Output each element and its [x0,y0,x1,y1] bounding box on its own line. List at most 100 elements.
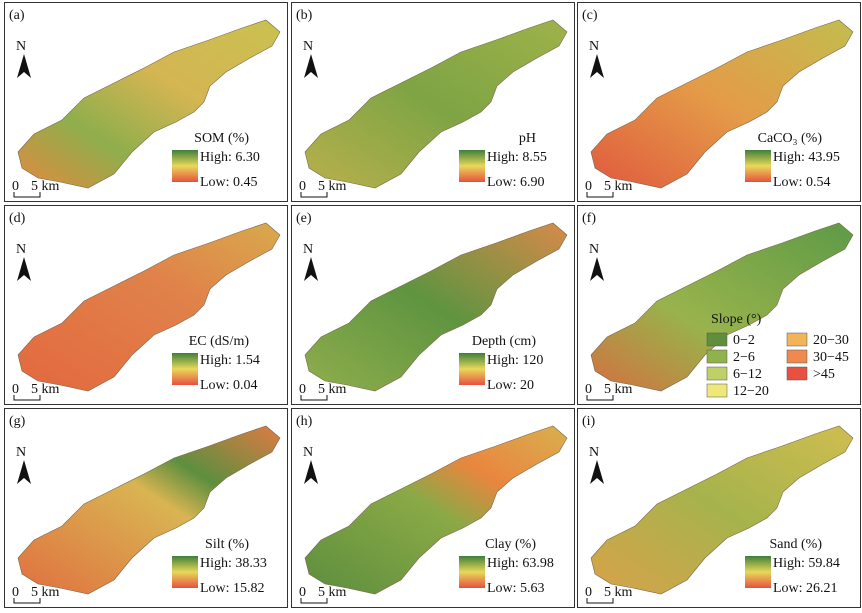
scale-bar [13,395,41,401]
scale-zero: 0 [299,585,306,600]
scale-km: 5 km [31,382,60,397]
panel-label: (e) [296,211,312,226]
study-area [17,19,281,189]
legend-swatch [706,366,728,381]
legend-class: 6−12 [733,367,762,382]
scale-bar [300,192,328,198]
legend-low: Low: 0.45 [200,175,258,190]
legend-class: >45 [813,367,835,382]
legend-title: CaCO₃ (%) [758,131,823,146]
study-area [304,19,568,189]
map-panel: (e) N 0 5 km Depth (cm) High: 120 Low: 20 [291,205,575,405]
panel-label: (c) [582,8,598,23]
north-arrow [304,54,318,78]
scale-zero: 0 [12,585,19,600]
legend-title: Sand (%) [770,537,823,552]
scale-zero: 0 [585,585,592,600]
legend-ramp [459,150,485,182]
legend-high: High: 6.30 [200,150,260,165]
legend-ramp [459,353,485,385]
panel-label: (d) [9,211,26,226]
north-label: N [303,242,313,257]
panel-label: (h) [296,414,313,429]
panel-label: (i) [582,414,596,429]
north-arrow [590,460,604,484]
scale-km: 5 km [318,585,347,600]
north-label: N [589,445,599,460]
north-arrow [17,460,31,484]
north-arrow [590,257,604,281]
study-area [17,222,281,392]
legend-low: Low: 0.04 [200,378,258,393]
legend-low: Low: 6.90 [487,175,545,190]
legend-swatch [706,332,728,347]
legend-title: Clay (%) [485,537,536,552]
north-arrow [304,257,318,281]
north-label: N [303,39,313,54]
panel-label: (g) [9,414,26,429]
north-label: N [16,242,26,257]
legend-high: High: 120 [487,353,543,368]
legend-low: Low: 5.63 [487,581,545,596]
legend-high: High: 59.84 [773,556,840,571]
scale-zero: 0 [299,382,306,397]
scale-bar [586,395,614,401]
legend-ramp [745,556,771,588]
legend-class: 12−20 [733,384,769,399]
legend-high: High: 38.33 [200,556,267,571]
legend-ramp [459,556,485,588]
legend-low: Low: 26.21 [773,581,838,596]
map-panel: (f) N 0 5 km Slope (°) 0−2 2−6 6−12 12−20 20−30 30… [577,205,861,405]
north-arrow [304,460,318,484]
map-panel: (g) N 0 5 km Silt (%) High: 38.33 Low: 15.82 [4,408,288,608]
legend-high: High: 8.55 [487,150,547,165]
map-panel: (a) N 0 5 km SOM (%) High: 6.30 Low: 0.45 [4,2,288,202]
north-label: N [303,445,313,460]
scale-zero: 0 [585,179,592,194]
scale-km: 5 km [31,585,60,600]
scale-zero: 0 [299,179,306,194]
legend-swatch [786,349,808,364]
legend-title: EC (dS/m) [189,334,250,349]
legend-swatch [706,349,728,364]
study-area [590,425,854,595]
panel-label: (b) [296,8,313,23]
legend-class: 0−2 [733,333,755,348]
legend-title: SOM (%) [194,131,249,146]
map-panel: (b) N 0 5 km pH High: 8.55 Low: 6.90 [291,2,575,202]
legend-high: High: 1.54 [200,353,260,368]
panel-label: (f) [582,211,596,226]
map-panel: (c) N 0 5 km CaCO₃ (%) High: 43.95 Low: 0.54 [577,2,861,202]
scale-km: 5 km [318,382,347,397]
legend-swatch [786,332,808,347]
legend-class: 2−6 [733,350,755,365]
map-panel: (i) N 0 5 km Sand (%) High: 59.84 Low: 26.21 [577,408,861,608]
scale-bar [586,192,614,198]
scale-km: 5 km [31,179,60,194]
north-label: N [16,445,26,460]
legend-ramp [172,556,198,588]
scale-bar [586,598,614,604]
legend-title: Depth (cm) [472,334,536,349]
study-area [17,425,281,595]
legend-title: Silt (%) [205,537,249,552]
panel-label: (a) [9,8,25,23]
legend-title: pH [519,131,536,146]
legend-class: 30−45 [813,350,849,365]
north-arrow [590,54,604,78]
legend-low: Low: 15.82 [200,581,265,596]
legend-ramp [172,150,198,182]
scale-zero: 0 [12,382,19,397]
map-panel: (h) N 0 5 km Clay (%) High: 63.98 Low: 5.63 [291,408,575,608]
study-area [304,222,568,392]
legend-class: 20−30 [813,333,849,348]
scale-km: 5 km [604,179,633,194]
scale-km: 5 km [604,585,633,600]
study-area [590,19,854,189]
study-area [304,425,568,595]
map-panel: (d) N 0 5 km EC (dS/m) High: 1.54 Low: 0.04 [4,205,288,405]
scale-km: 5 km [604,382,633,397]
north-arrow [17,257,31,281]
legend-low: Low: 0.54 [773,175,831,190]
